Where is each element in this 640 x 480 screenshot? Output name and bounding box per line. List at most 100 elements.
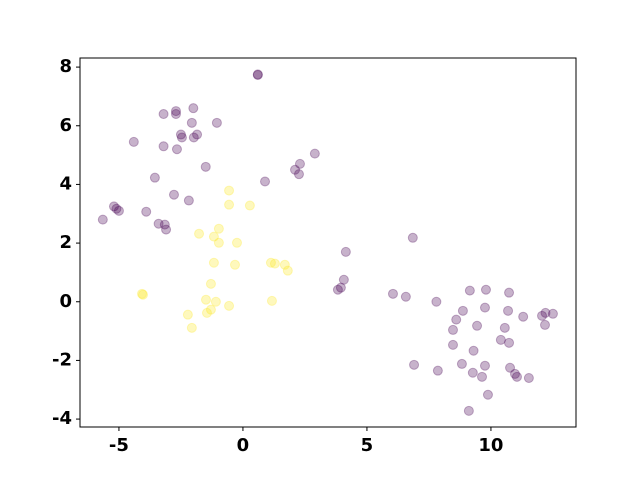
point (205, 278, 216, 289)
point (128, 136, 139, 147)
point (159, 219, 170, 230)
point (432, 365, 443, 376)
point (208, 231, 219, 242)
point (175, 129, 186, 140)
point (158, 109, 169, 120)
point (332, 284, 343, 295)
point (451, 314, 462, 325)
point (457, 305, 468, 316)
point (504, 337, 515, 348)
x-tick-label: 5 (361, 435, 374, 456)
point (192, 129, 203, 140)
point (456, 358, 467, 369)
point (176, 132, 187, 143)
point (499, 322, 510, 333)
point (170, 109, 181, 120)
point (137, 288, 147, 299)
point (200, 161, 211, 172)
point (188, 103, 199, 114)
point (208, 257, 219, 268)
point (171, 144, 182, 155)
y-tick-label: -2 (52, 349, 72, 370)
y-tick-label: 0 (59, 291, 72, 312)
point (153, 218, 164, 229)
point (170, 106, 181, 117)
point (505, 362, 516, 373)
y-tick-label: 8 (59, 56, 72, 77)
point (479, 302, 490, 313)
x-tick-label: 0 (237, 435, 250, 456)
point (113, 205, 124, 216)
point (518, 311, 529, 322)
point (149, 172, 160, 183)
point (340, 246, 351, 257)
point (266, 295, 277, 306)
point (213, 223, 224, 234)
point (201, 307, 212, 318)
y-tick-label: -4 (52, 408, 72, 429)
point (265, 257, 276, 268)
point (407, 232, 418, 243)
point (387, 288, 398, 299)
point (540, 319, 550, 330)
point (186, 117, 197, 128)
point (335, 282, 346, 293)
point (252, 70, 263, 81)
point (161, 224, 172, 235)
point (282, 265, 293, 276)
point (244, 200, 255, 211)
point (294, 158, 305, 169)
point (260, 176, 271, 187)
y-tick-label: 4 (59, 173, 72, 194)
point (447, 324, 458, 335)
point (186, 322, 197, 333)
point (464, 285, 475, 296)
point (431, 296, 442, 307)
point (211, 117, 222, 128)
point (213, 237, 224, 248)
point (111, 203, 122, 214)
point (205, 304, 216, 315)
point (168, 189, 179, 200)
point (269, 258, 280, 269)
point (463, 405, 474, 416)
point (482, 389, 493, 400)
x-tick-label: 10 (478, 435, 503, 456)
point (290, 164, 301, 175)
plot-frame (79, 57, 577, 428)
point (108, 201, 119, 212)
point (479, 360, 490, 371)
point (194, 228, 205, 239)
point (210, 296, 221, 307)
y-tick-label: 2 (59, 232, 72, 253)
x-tick-label: -5 (109, 435, 129, 456)
point (141, 206, 152, 217)
point (182, 309, 193, 320)
point (472, 320, 483, 331)
y-tick-label: 6 (59, 115, 72, 136)
point (293, 169, 304, 180)
point (400, 291, 411, 302)
point (200, 294, 211, 305)
point (495, 334, 506, 345)
point (537, 310, 548, 321)
point (137, 289, 148, 300)
point (338, 274, 349, 285)
point (468, 345, 479, 356)
point (158, 141, 169, 152)
point (309, 148, 320, 159)
point (503, 305, 514, 316)
point (504, 287, 515, 298)
point (231, 237, 242, 248)
point (409, 359, 420, 370)
point (447, 339, 458, 350)
point (224, 300, 235, 311)
point (224, 185, 235, 196)
point (509, 368, 520, 379)
point (188, 132, 199, 143)
point (467, 367, 478, 378)
point (252, 69, 263, 80)
point (480, 284, 491, 295)
point (224, 199, 235, 210)
